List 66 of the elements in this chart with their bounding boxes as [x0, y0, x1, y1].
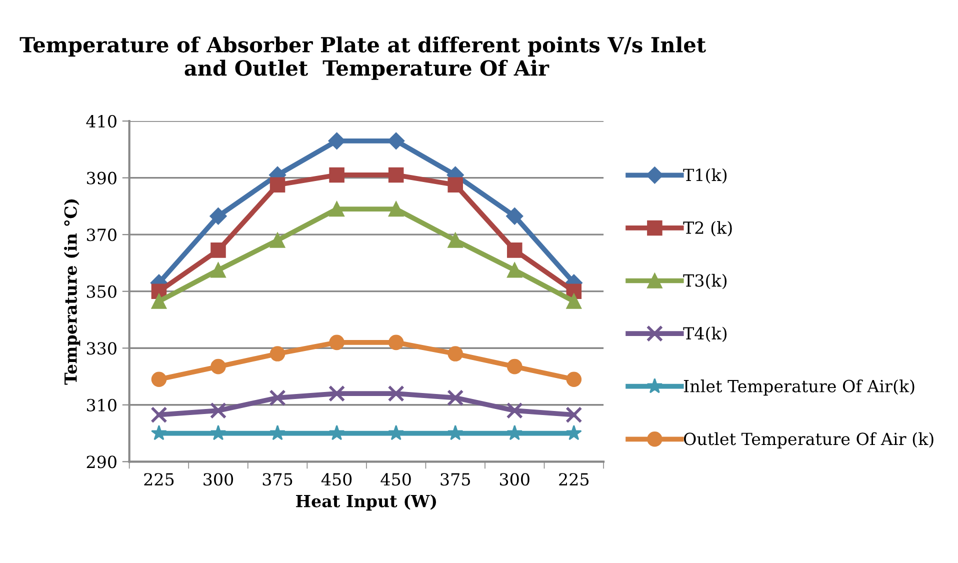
- point: [566, 424, 582, 440]
- point: [151, 372, 167, 387]
- y-tick-label: 310: [86, 398, 116, 412]
- legend-label: T3(k): [683, 274, 727, 290]
- point: [210, 424, 226, 440]
- point: [329, 201, 344, 217]
- y-tick-label: 330: [86, 342, 116, 355]
- legend-label: Outlet Temperature Of Air (k): [684, 432, 934, 448]
- y-tick-label: 390: [86, 172, 116, 184]
- point: [566, 294, 582, 309]
- legend-label: T2 (k): [683, 221, 732, 236]
- point: [388, 201, 404, 217]
- point: [566, 372, 582, 387]
- y-tick-label: 370: [86, 228, 116, 242]
- point: [448, 346, 463, 362]
- point: [506, 242, 522, 258]
- point: [328, 132, 346, 150]
- x-axis-title: Heat Input (W): [296, 494, 436, 511]
- point: [506, 358, 522, 374]
- point: [270, 232, 286, 248]
- y-tick-label: 290: [86, 456, 116, 468]
- point: [328, 424, 345, 440]
- x-tick-label: 450: [321, 473, 352, 486]
- y-tick-label: 350: [86, 285, 116, 298]
- x-tick-label: 450: [380, 473, 411, 486]
- point: [506, 208, 524, 225]
- point: [270, 346, 286, 362]
- x-tick-label: 300: [204, 473, 234, 486]
- point: [388, 385, 404, 402]
- point: [388, 334, 404, 350]
- point: [210, 402, 227, 419]
- point: [210, 208, 227, 225]
- point: [447, 389, 464, 406]
- y-tick-label: 410: [86, 115, 116, 128]
- point: [210, 262, 226, 278]
- x-tick-label: 300: [500, 473, 530, 486]
- legend-label: T1(k): [683, 168, 727, 184]
- point: [447, 424, 464, 440]
- point: [329, 167, 344, 183]
- legend-label: Inlet Temperature Of Air(k): [684, 380, 914, 396]
- x-tick-label: 225: [144, 473, 174, 486]
- point: [151, 424, 167, 440]
- point: [210, 358, 226, 374]
- point: [329, 334, 344, 350]
- point: [210, 242, 226, 258]
- point: [270, 177, 286, 193]
- legend-label: T4(k): [683, 326, 727, 342]
- x-tick-label: 375: [440, 473, 470, 486]
- y-axis-title: Temperature (in °C): [64, 199, 80, 385]
- point: [506, 424, 523, 440]
- point: [150, 406, 168, 424]
- point: [566, 406, 582, 424]
- x-tick-label: 375: [262, 473, 292, 486]
- point: [388, 167, 404, 183]
- point: [388, 424, 404, 440]
- point: [269, 389, 286, 406]
- point: [388, 132, 405, 150]
- point: [506, 262, 522, 278]
- chart-title: Temperature of Absorber Plate at different points V/s Inlet and Outlet Temperature Of Air: [20, 36, 706, 80]
- point: [506, 402, 523, 419]
- point: [270, 424, 286, 440]
- point: [448, 177, 463, 193]
- x-tick-label: 225: [559, 473, 589, 486]
- point: [448, 232, 463, 248]
- point: [328, 385, 346, 402]
- point: [151, 294, 167, 309]
